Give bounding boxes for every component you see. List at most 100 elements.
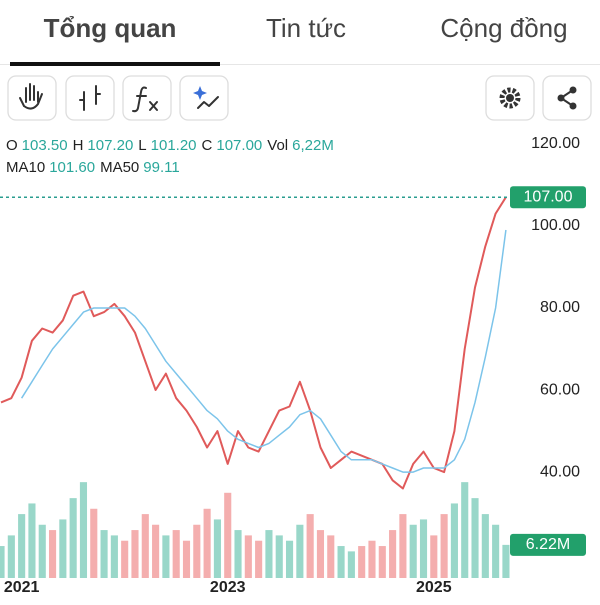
bars-icon bbox=[79, 85, 101, 111]
last-volume-badge bbox=[510, 533, 586, 556]
share-icon bbox=[569, 102, 577, 110]
volume-bar bbox=[492, 524, 500, 578]
volume-bar bbox=[378, 546, 386, 578]
volume-bar bbox=[430, 535, 438, 578]
ai-icon bbox=[197, 96, 219, 109]
indicator-label: Vol bbox=[267, 137, 288, 154]
volume-bar bbox=[18, 514, 26, 578]
volume-bar bbox=[296, 524, 304, 578]
volume-bar bbox=[100, 530, 108, 578]
indicator-label: O bbox=[6, 137, 18, 154]
y-tick-label: 100.00 bbox=[531, 217, 580, 234]
tool-button[interactable] bbox=[65, 75, 115, 121]
indicator-value: 103.50 bbox=[22, 137, 68, 154]
volume-bar bbox=[152, 524, 160, 578]
price-line bbox=[0, 196, 507, 490]
volume-bar bbox=[234, 530, 242, 578]
volume-bar bbox=[275, 535, 283, 578]
volume-bar bbox=[327, 535, 335, 578]
tab[interactable]: Tin tức bbox=[266, 13, 346, 43]
volume-bar bbox=[162, 535, 170, 578]
volume-bar bbox=[244, 535, 252, 578]
volume-bar bbox=[172, 530, 180, 578]
tool-button[interactable] bbox=[179, 75, 229, 121]
indicator-label: MA10 bbox=[6, 159, 45, 176]
x-tick-label: 2025 bbox=[416, 579, 452, 596]
share-icon bbox=[557, 94, 565, 102]
tool-button[interactable] bbox=[122, 75, 172, 121]
volume-bar bbox=[224, 492, 232, 578]
volume-bar bbox=[358, 546, 366, 578]
indicator-label: C bbox=[202, 137, 213, 154]
sparkle bbox=[193, 86, 207, 100]
indicator-row: MA10 101.60 MA50 99.11 bbox=[6, 159, 180, 176]
volume-bar bbox=[203, 508, 211, 578]
volume-bar bbox=[193, 524, 201, 578]
volume-bar bbox=[347, 551, 355, 578]
tab-underline bbox=[10, 62, 220, 66]
indicator-value: 6,22M bbox=[292, 137, 334, 154]
volume-bar bbox=[306, 514, 314, 578]
y-tick-label: 40.00 bbox=[540, 463, 580, 480]
indicator-row: O 103.50 H 107.20 L 101.20 C 107.00 Vol 6,22M bbox=[6, 137, 334, 154]
gear-icon bbox=[499, 87, 521, 109]
volume-bar bbox=[419, 519, 428, 578]
last-volume-label: 6.22M bbox=[526, 536, 570, 553]
indicator-label: MA50 bbox=[100, 159, 139, 176]
indicator-value: 101.60 bbox=[49, 159, 95, 176]
volume-bar bbox=[316, 530, 325, 578]
tab[interactable]: Cộng đồng bbox=[440, 13, 567, 43]
volume-bar bbox=[461, 482, 469, 578]
volume-bar bbox=[38, 524, 46, 578]
volume-bar bbox=[409, 524, 417, 578]
volume-bar bbox=[399, 514, 407, 578]
indicator-value: 99.11 bbox=[143, 159, 179, 176]
volume-bar bbox=[265, 530, 273, 578]
tab-divider bbox=[0, 64, 600, 65]
share-button[interactable] bbox=[542, 75, 592, 121]
volume-bar bbox=[28, 503, 36, 578]
volume-bar bbox=[255, 540, 263, 578]
volume-bar bbox=[182, 540, 191, 578]
indicator-label: L bbox=[138, 137, 146, 154]
last-price-label: 107.00 bbox=[524, 188, 573, 205]
volume-bar bbox=[471, 498, 479, 578]
volume-bar bbox=[337, 546, 345, 578]
price-line bbox=[20, 229, 507, 473]
volume-bar bbox=[450, 503, 458, 578]
volume-bar bbox=[79, 482, 88, 578]
tool-button[interactable] bbox=[7, 75, 57, 121]
tab[interactable]: Tổng quan bbox=[44, 13, 177, 43]
volume-bar bbox=[90, 508, 98, 578]
indicator-value: 107.00 bbox=[216, 137, 262, 154]
volume-bar bbox=[141, 514, 149, 578]
volume-bar bbox=[440, 514, 448, 578]
volume-bar bbox=[213, 519, 221, 578]
volume-bar bbox=[110, 535, 118, 578]
volume-bar bbox=[0, 546, 5, 578]
x-tick-label: 2023 bbox=[210, 579, 246, 596]
last-price-badge bbox=[510, 186, 586, 209]
volume-bar bbox=[121, 540, 129, 578]
indicator-value: 107.20 bbox=[87, 137, 133, 154]
volume-bar bbox=[502, 544, 510, 578]
indicator-value: 101.20 bbox=[151, 137, 197, 154]
price-header: O 103.50 H 107.20 L 101.20 C 107.00 Vol 6,22M MA10… bbox=[6, 137, 334, 176]
volume-bar bbox=[69, 498, 77, 578]
y-tick-label: 80.00 bbox=[540, 299, 580, 316]
gear-icon bbox=[506, 94, 514, 102]
volume-bar bbox=[481, 514, 489, 578]
volume-bar bbox=[59, 519, 67, 578]
y-tick-label: 60.00 bbox=[540, 381, 580, 398]
volume-bar bbox=[131, 530, 139, 578]
share-icon bbox=[569, 86, 577, 94]
volume-bar bbox=[7, 535, 15, 578]
volume-bar bbox=[48, 530, 57, 578]
volume-bar bbox=[368, 540, 376, 578]
volume-bar bbox=[285, 540, 294, 578]
volume-bar bbox=[389, 530, 397, 578]
indicator-label: H bbox=[73, 137, 84, 154]
hand-icon bbox=[19, 83, 43, 110]
x-tick-label: 2021 bbox=[4, 579, 40, 596]
